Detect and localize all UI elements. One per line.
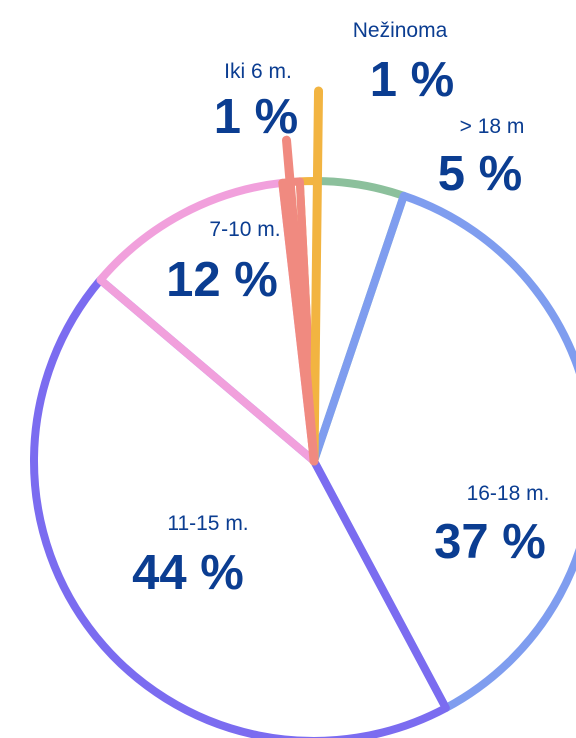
slice-value-over-18: 5 % [438, 147, 522, 201]
slice-label-over-18: > 18 m [460, 115, 525, 138]
slice-label-iki-6: Iki 6 m. [224, 60, 292, 83]
slice-label-nezinoma: Nežinoma [353, 19, 448, 42]
slice-16-18-m [310, 191, 576, 712]
slice-value-11-15: 44 % [132, 546, 244, 600]
slice-label-16-18: 16-18 m. [467, 482, 550, 505]
slice-label-7-10: 7-10 m. [209, 218, 280, 241]
slice-value-iki-6: 1 % [214, 90, 298, 144]
slice-label-11-15: 11-15 m. [167, 512, 248, 535]
slice-value-nezinoma: 1 % [370, 53, 454, 107]
slice-spoke-iki-6-m [281, 135, 319, 466]
slice-7-10-m [96, 178, 318, 465]
slice-value-7-10: 12 % [166, 253, 278, 307]
slice-value-16-18: 37 % [434, 515, 546, 569]
pie-slices [30, 86, 576, 738]
slice-spoke-ne-inoma [309, 86, 324, 466]
slice-11-15-m [30, 275, 450, 738]
